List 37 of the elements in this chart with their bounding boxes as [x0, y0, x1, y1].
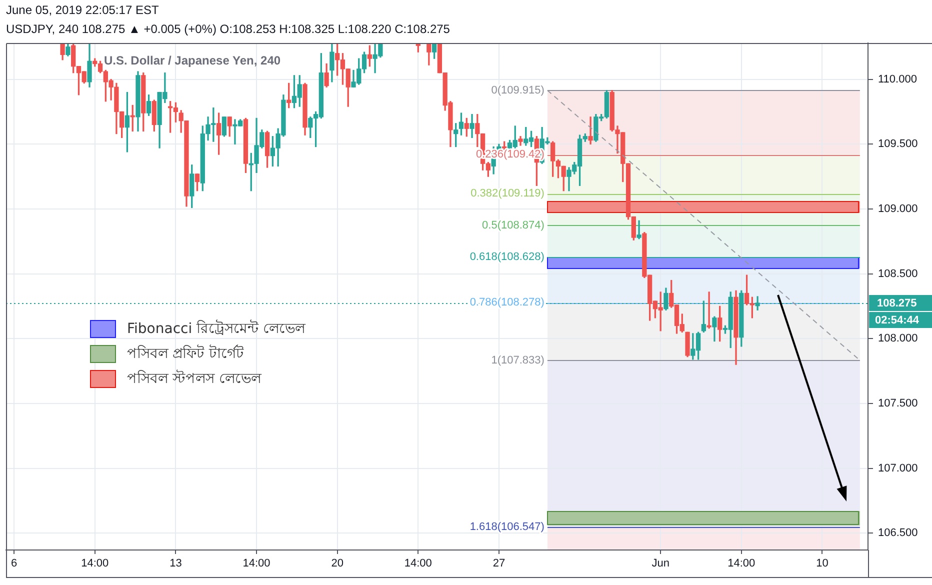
y-tick-label: 108.000	[878, 332, 918, 345]
y-tick-label: 107.500	[878, 398, 918, 410]
ref-line-label: 0.382(109.119)	[470, 188, 544, 200]
x-tick-label: 10	[816, 558, 828, 570]
ref-line-label: 0.618(108.628)	[470, 251, 544, 264]
ref-line-label: 0.5(108.874)	[482, 219, 544, 232]
y-tick-label: 109.500	[878, 138, 918, 150]
text: USDJPY, 240 108.275 ▲ +0.005 (+0%) O:108.253 H:108.325 L:108.220 C:108.275	[6, 22, 450, 37]
ref-line-label: 108.275	[877, 298, 917, 310]
candlestick	[706, 292, 712, 329]
y-tick-label: 107.000	[878, 462, 918, 474]
y-tick-label: 108.500	[878, 268, 918, 280]
y-tick-label: 110.000	[878, 73, 917, 86]
legend-label: Fibonacci রিট্রেসমেন্ট লেভেল	[127, 318, 306, 340]
x-tick-label: 14:00	[242, 558, 270, 570]
x-tick-label: 13	[170, 558, 182, 570]
text: U.S. Dollar / Japanese Yen, 240	[104, 53, 281, 68]
ref-line-label: 1(107.833)	[491, 354, 544, 366]
y-tick-label: 106.500	[878, 527, 918, 540]
legend-label: পসিবল প্রফিট টার্গেট	[127, 344, 244, 364]
x-tick-label: 14:00	[728, 558, 756, 570]
x-tick-label: 14:00	[404, 558, 432, 570]
candlestick	[470, 114, 474, 138]
candlestick	[636, 220, 642, 240]
x-tick-label: 27	[492, 558, 506, 570]
x-tick-label: 14:00	[81, 558, 109, 570]
y-tick-label: 109.000	[878, 203, 918, 216]
ref-line-label: 0(109.915)	[491, 84, 544, 96]
x-tick-label: 20	[331, 558, 344, 570]
text: June 05, 2019 22:05:17 EST	[6, 3, 159, 18]
text: 02:54:44	[875, 314, 920, 327]
x-tick-label: 6	[11, 558, 18, 570]
candlestick	[588, 116, 593, 144]
x-tick-label: Jun	[652, 558, 670, 570]
ref-line-label: 1.618(106.547)	[470, 521, 544, 534]
ref-line-label: 0.786(108.278)	[470, 296, 544, 309]
legend-label: পসিবল স্টপলস লেভেল	[127, 368, 261, 390]
